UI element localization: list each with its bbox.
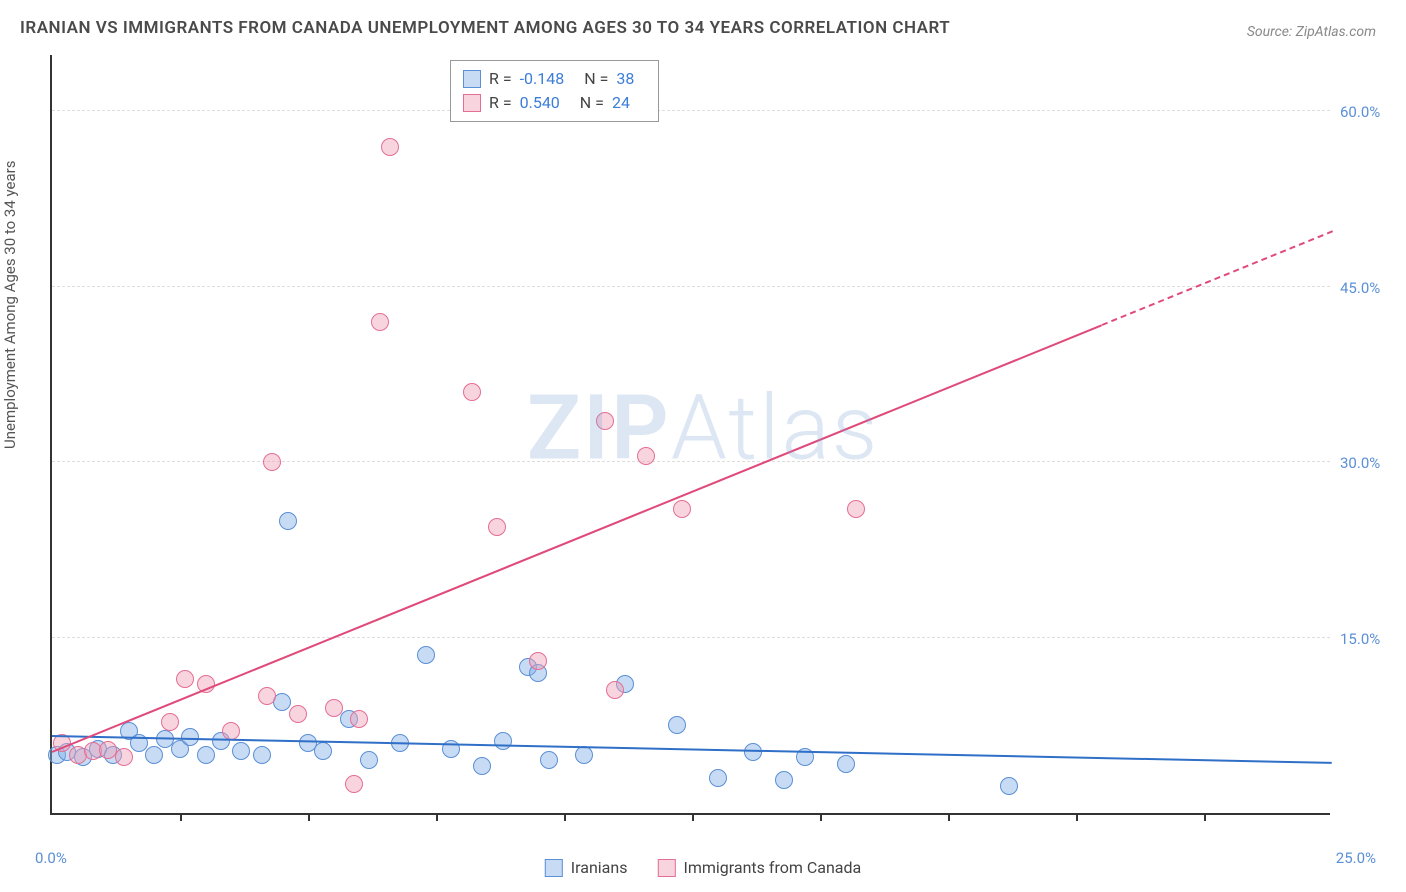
x-axis-end-label: 25.0% — [1336, 849, 1376, 867]
point-iranians — [494, 732, 512, 750]
legend-stats-row: R = -0.148 N = 38 — [463, 67, 646, 91]
bottom-legend-item: Immigrants from Canada — [657, 858, 861, 877]
legend-swatch — [463, 70, 481, 88]
r-value: 0.540 — [520, 91, 560, 115]
point-canada — [529, 652, 547, 670]
point-canada — [176, 670, 194, 688]
point-iranians — [540, 751, 558, 769]
point-iranians — [775, 771, 793, 789]
point-canada — [371, 313, 389, 331]
n-label: N = — [580, 91, 604, 115]
gridline-h — [52, 110, 1330, 111]
x-tick — [436, 813, 438, 821]
point-iranians — [837, 755, 855, 773]
r-value: -0.148 — [520, 67, 565, 91]
legend-label: Immigrants from Canada — [683, 858, 861, 877]
point-canada — [673, 500, 691, 518]
x-tick — [564, 813, 566, 821]
legend-swatch — [657, 859, 675, 877]
chart-title: IRANIAN VS IMMIGRANTS FROM CANADA UNEMPL… — [20, 18, 950, 38]
y-axis-label: Unemployment Among Ages 30 to 34 years — [1, 161, 19, 449]
r-label: R = — [489, 91, 512, 115]
point-canada — [289, 705, 307, 723]
trend-line — [1101, 230, 1332, 326]
point-iranians — [473, 757, 491, 775]
n-value: 24 — [612, 91, 630, 115]
point-canada — [115, 748, 133, 766]
point-canada — [463, 383, 481, 401]
gridline-h — [52, 637, 1330, 638]
x-tick — [1076, 813, 1078, 821]
point-canada — [847, 500, 865, 518]
point-canada — [325, 699, 343, 717]
n-label: N = — [584, 67, 608, 91]
point-canada — [606, 681, 624, 699]
correlation-legend-box: R =-0.148N =38R =0.540N =24 — [450, 60, 659, 122]
point-canada — [637, 447, 655, 465]
trend-line — [52, 324, 1102, 753]
x-tick — [948, 813, 950, 821]
legend-swatch — [463, 94, 481, 112]
plot-area — [50, 55, 1330, 815]
point-canada — [222, 722, 240, 740]
n-value: 38 — [616, 67, 634, 91]
gridline-h — [52, 286, 1330, 287]
bottom-legend-item: Iranians — [545, 858, 628, 877]
y-tick-label: 60.0% — [1340, 103, 1380, 121]
legend-label: Iranians — [571, 858, 628, 877]
x-axis-origin-label: 0.0% — [35, 849, 67, 867]
point-canada — [258, 687, 276, 705]
x-tick — [820, 813, 822, 821]
source-attribution: Source: ZipAtlas.com — [1247, 24, 1376, 40]
r-label: R = — [489, 67, 512, 91]
x-tick — [1204, 813, 1206, 821]
point-canada — [161, 713, 179, 731]
point-canada — [345, 775, 363, 793]
point-canada — [263, 453, 281, 471]
point-iranians — [253, 746, 271, 764]
point-iranians — [1000, 777, 1018, 795]
y-tick-label: 30.0% — [1340, 454, 1380, 472]
point-iranians — [279, 512, 297, 530]
y-tick-label: 15.0% — [1340, 630, 1380, 648]
point-iranians — [145, 746, 163, 764]
point-iranians — [668, 716, 686, 734]
point-canada — [350, 710, 368, 728]
legend-stats-row: R = 0.540 N = 24 — [463, 91, 646, 115]
y-tick-label: 45.0% — [1340, 279, 1380, 297]
point-canada — [596, 412, 614, 430]
gridline-h — [52, 461, 1330, 462]
point-iranians — [744, 743, 762, 761]
point-iranians — [417, 646, 435, 664]
point-canada — [488, 518, 506, 536]
point-canada — [381, 138, 399, 156]
x-tick — [308, 813, 310, 821]
point-iranians — [273, 693, 291, 711]
bottom-legend: Iranians Immigrants from Canada — [545, 858, 861, 877]
point-iranians — [360, 751, 378, 769]
x-tick — [180, 813, 182, 821]
point-iranians — [197, 746, 215, 764]
point-iranians — [232, 742, 250, 760]
point-iranians — [709, 769, 727, 787]
x-tick — [692, 813, 694, 821]
legend-swatch — [545, 859, 563, 877]
point-iranians — [314, 742, 332, 760]
